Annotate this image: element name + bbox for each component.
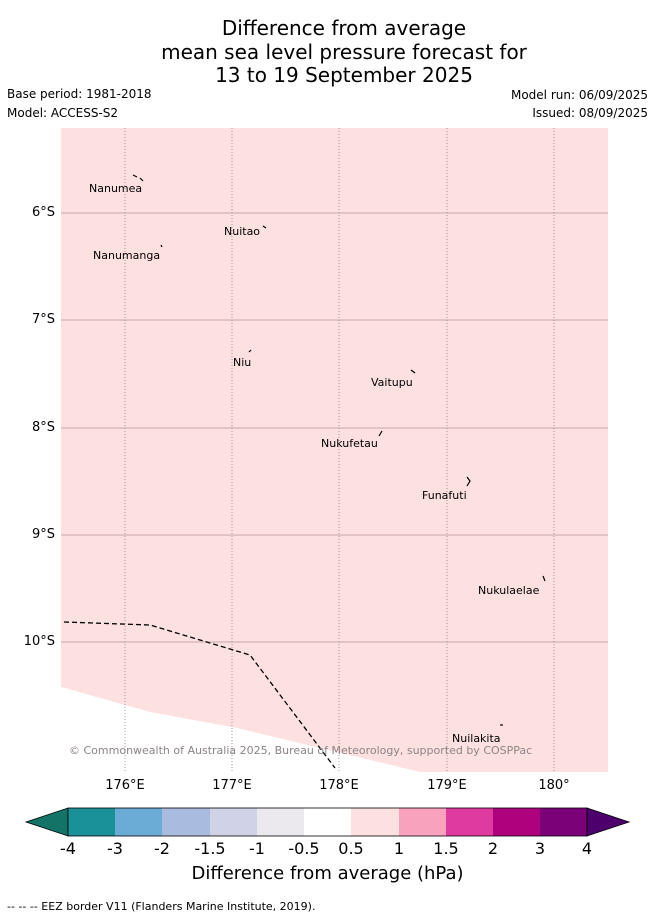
colorbar-tick: -4 xyxy=(60,839,76,858)
colorbar-segment xyxy=(115,808,162,836)
colorbar-tick: 1.5 xyxy=(433,839,459,858)
copyright-notice: © Commonwealth of Australia 2025, Bureau… xyxy=(69,744,532,757)
lat-label-8s: 8°S xyxy=(31,420,55,435)
colorbar-label: Difference from average (hPa) xyxy=(191,863,464,884)
colorbar-tick: -1.5 xyxy=(194,839,226,858)
colorbar-segment xyxy=(257,808,304,836)
colorbar-segment xyxy=(399,808,446,836)
colorbar-tick: -3 xyxy=(107,839,123,858)
place-label-funafuti: Funafuti xyxy=(422,489,467,502)
island-nukulaelae-shape xyxy=(542,575,546,582)
colorbar-segment xyxy=(304,808,351,836)
colorbar-segment xyxy=(540,808,587,836)
colorbar-tick: 2 xyxy=(487,839,499,858)
place-label-vaitupu: Vaitupu xyxy=(371,376,413,389)
issued-date: Issued: 08/09/2025 xyxy=(532,106,648,120)
colorbar-segment xyxy=(210,808,257,836)
place-label-nuilakita: Nuilakita xyxy=(452,732,501,745)
colorbar-tick: 0.5 xyxy=(338,839,364,858)
map-title: Difference from average mean sea level p… xyxy=(0,16,655,88)
place-label-nanumanga: Nanumanga xyxy=(93,249,160,262)
title-line-2: mean sea level pressure forecast for xyxy=(161,39,527,64)
lon-label-180: 180° xyxy=(538,778,570,793)
lon-label-177e: 177°E xyxy=(212,778,252,793)
lon-label-178e: 178°E xyxy=(319,778,359,793)
island-nuitao-shape xyxy=(262,225,267,229)
colorbar-segment xyxy=(68,808,115,836)
island-vaitupu-shape xyxy=(410,369,416,374)
island-nukufetau-shape xyxy=(378,430,383,437)
colorbar-extend-high xyxy=(586,807,631,837)
colorbar-tick: -0.5 xyxy=(288,839,320,858)
model-name: Model: ACCESS-S2 xyxy=(7,106,119,120)
colorbar-segment xyxy=(493,808,540,836)
eez-border xyxy=(63,621,336,769)
colorbar-extend-low xyxy=(24,807,69,837)
colorbar-segment xyxy=(162,808,210,836)
eez-footnote: -- -- -- EEZ border V11 (Flanders Marine… xyxy=(7,900,316,913)
colorbar-tick: -1 xyxy=(249,839,265,858)
base-period: Base period: 1981-2018 xyxy=(7,87,152,101)
model-run: Model run: 06/09/2025 xyxy=(510,88,648,102)
lat-label-9s: 9°S xyxy=(31,527,55,542)
place-label-nanumea: Nanumea xyxy=(89,182,142,195)
island-funafuti-shape xyxy=(466,476,471,487)
place-label-nukufetau: Nukufetau xyxy=(321,437,378,450)
place-label-niu: Niu xyxy=(233,356,251,369)
colorbar-tick: 3 xyxy=(534,839,546,858)
colorbar-tick: 1 xyxy=(393,839,405,858)
island-nanumanga-shape xyxy=(160,244,163,248)
lat-label-10s: 10°S xyxy=(23,634,55,649)
colorbar-outline xyxy=(67,807,588,837)
colorbar-segment xyxy=(351,808,399,836)
island-niu-shape xyxy=(248,349,252,353)
outside-region xyxy=(61,687,420,772)
place-label-nuitao: Nuitao xyxy=(224,225,260,238)
anomaly-fill xyxy=(61,128,608,772)
title-line-3: 13 to 19 September 2025 xyxy=(215,63,473,87)
colorbar-tick: -2 xyxy=(154,839,170,858)
lat-label-7s: 7°S xyxy=(31,312,55,327)
lat-label-6s: 6°S xyxy=(31,205,55,220)
lon-label-176e: 176°E xyxy=(105,778,145,793)
colorbar-segment xyxy=(446,808,493,836)
island-nanumea-shape xyxy=(132,174,144,182)
lon-label-179e: 179°E xyxy=(427,778,467,793)
colorbar xyxy=(24,807,631,837)
title-line-1: Difference from average xyxy=(221,16,467,40)
colorbar-tick: 4 xyxy=(581,839,593,858)
place-label-nukulaelae: Nukulaelae xyxy=(478,584,540,597)
